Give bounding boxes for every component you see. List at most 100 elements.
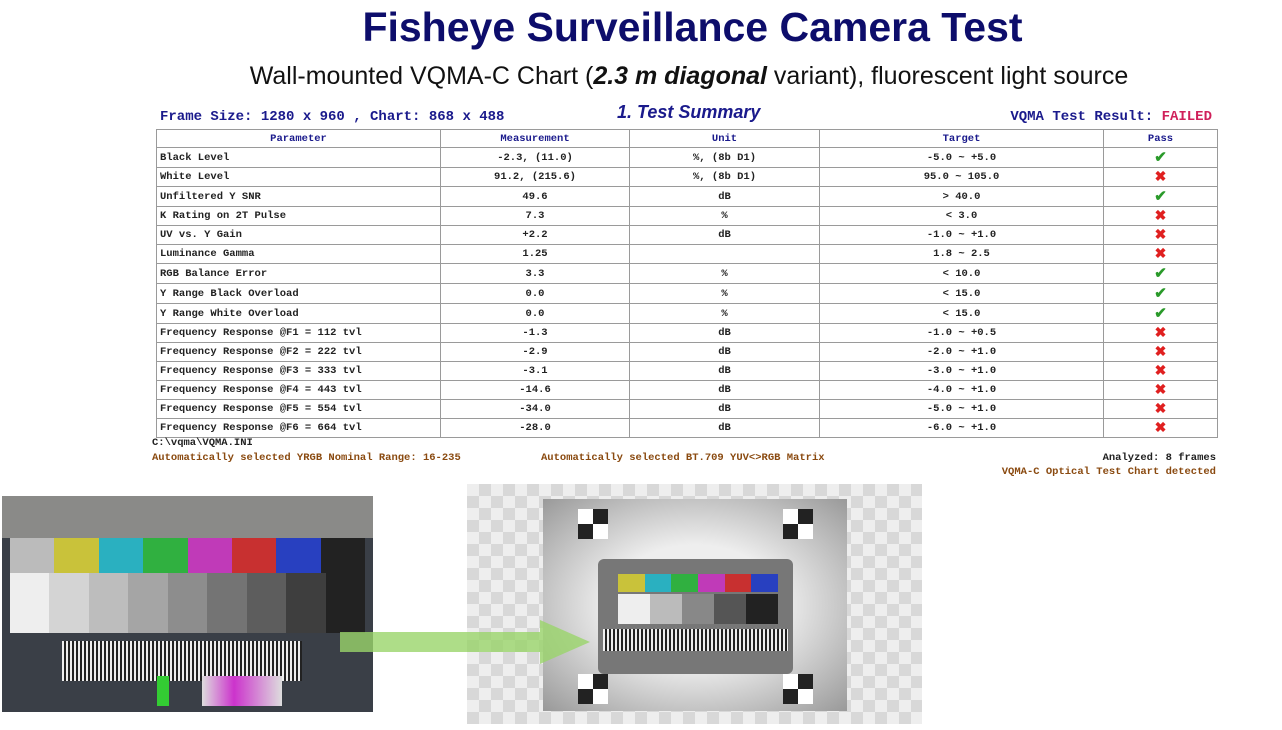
cell-unit: % xyxy=(629,283,820,304)
x-icon: ✖ xyxy=(1103,206,1218,226)
table-row: Frequency Response @F1 = 112 tvl -1.3 dB -1… xyxy=(156,323,1218,343)
header-pass: Pass xyxy=(1103,129,1218,148)
cell-unit: dB xyxy=(629,323,820,343)
cell-unit: % xyxy=(629,303,820,324)
cell-target: 95.0 ~ 105.0 xyxy=(819,167,1104,187)
cell-parameter: Frequency Response @F3 = 333 tvl xyxy=(156,361,441,381)
x-icon: ✖ xyxy=(1103,418,1218,438)
check-icon: ✔ xyxy=(1103,147,1218,168)
x-icon: ✖ xyxy=(1103,342,1218,362)
check-icon: ✔ xyxy=(1103,303,1218,324)
cell-target: < 10.0 xyxy=(819,263,1104,284)
cell-parameter: Luminance Gamma xyxy=(156,244,441,264)
arrow-right-icon xyxy=(340,620,590,664)
header-target: Target xyxy=(819,129,1104,148)
header-parameter: Parameter xyxy=(156,129,441,148)
cell-parameter: Unfiltered Y SNR xyxy=(156,186,441,207)
table-row: RGB Balance Error 3.3% < 10.0 ✔ xyxy=(156,263,1218,284)
table-row: Y Range Black Overload 0.0% < 15.0 ✔ xyxy=(156,283,1218,304)
cell-measurement: -34.0 xyxy=(440,399,630,419)
cell-measurement: 91.2, (215.6) xyxy=(440,167,630,187)
cell-target: < 3.0 xyxy=(819,206,1104,226)
cell-unit: dB xyxy=(629,380,820,400)
x-icon: ✖ xyxy=(1103,399,1218,419)
cell-parameter: Frequency Response @F4 = 443 tvl xyxy=(156,380,441,400)
fisheye-camera-capture xyxy=(543,499,847,711)
check-icon: ✔ xyxy=(1103,186,1218,207)
chart-detected: VQMA-C Optical Test Chart detected xyxy=(1001,466,1216,478)
cell-measurement: 1.25 xyxy=(440,244,630,264)
cell-target: -1.0 ~ +1.0 xyxy=(819,225,1104,245)
cell-unit: % xyxy=(629,263,820,284)
result-value: FAILED xyxy=(1161,109,1212,125)
check-icon: ✔ xyxy=(1103,263,1218,284)
cell-parameter: Y Range Black Overload xyxy=(156,283,441,304)
cell-unit: dB xyxy=(629,342,820,362)
table-row: K Rating on 2T Pulse 7.3% < 3.0 ✖ xyxy=(156,206,1218,226)
section-title: 1. Test Summary xyxy=(617,102,761,122)
x-icon: ✖ xyxy=(1103,244,1218,264)
cell-target: -3.0 ~ +1.0 xyxy=(819,361,1104,381)
header-unit: Unit xyxy=(629,129,820,148)
cell-unit: dB xyxy=(629,186,820,207)
cell-unit: dB xyxy=(629,399,820,419)
cell-unit: dB xyxy=(629,418,820,438)
cell-measurement: +2.2 xyxy=(440,225,630,245)
x-icon: ✖ xyxy=(1103,380,1218,400)
cell-parameter: Y Range White Overload xyxy=(156,303,441,324)
cell-measurement: -28.0 xyxy=(440,418,630,438)
cell-target: -1.0 ~ +0.5 xyxy=(819,323,1104,343)
subtitle-text: Wall-mounted VQMA-C Chart ( xyxy=(249,62,594,90)
cell-parameter: Frequency Response @F5 = 554 tvl xyxy=(156,399,441,419)
cell-measurement: 3.3 xyxy=(440,263,630,284)
cell-parameter: Black Level xyxy=(156,147,441,168)
cell-parameter: Frequency Response @F2 = 222 tvl xyxy=(156,342,441,362)
table-header: Parameter Measurement Unit Target Pass xyxy=(156,129,1218,148)
cell-parameter: White Level xyxy=(156,167,441,187)
cell-unit: dB xyxy=(629,225,820,245)
x-icon: ✖ xyxy=(1103,361,1218,381)
cell-parameter: K Rating on 2T Pulse xyxy=(156,206,441,226)
table-row: Frequency Response @F4 = 443 tvl -14.6 dB -… xyxy=(156,380,1218,400)
cell-parameter: UV vs. Y Gain xyxy=(156,225,441,245)
range-note: Automatically selected YRGB Nominal Rang… xyxy=(152,452,461,464)
cell-measurement: 7.3 xyxy=(440,206,630,226)
cell-target: -6.0 ~ +1.0 xyxy=(819,418,1104,438)
cell-target: < 15.0 xyxy=(819,303,1104,324)
matrix-note: Automatically selected BT.709 YUV<>RGB M… xyxy=(541,452,825,464)
table-row: Frequency Response @F3 = 333 tvl -3.1 dB -3… xyxy=(156,361,1218,381)
cell-parameter: Frequency Response @F6 = 664 tvl xyxy=(156,418,441,438)
cell-measurement: 0.0 xyxy=(440,303,630,324)
test-chart-photo xyxy=(2,496,373,712)
cell-target: -2.0 ~ +1.0 xyxy=(819,342,1104,362)
table-row: Frequency Response @F2 = 222 tvl -2.9 dB -2… xyxy=(156,342,1218,362)
cell-unit: %, (8b D1) xyxy=(629,167,820,187)
cell-target: < 15.0 xyxy=(819,283,1104,304)
table-row: Unfiltered Y SNR 49.6 dB > 40.0 ✔ xyxy=(156,186,1218,207)
test-summary-table: Parameter Measurement Unit Target Pass B… xyxy=(156,129,1218,438)
table-row: Frequency Response @F6 = 664 tvl -28.0 dB -… xyxy=(156,418,1218,438)
cell-target: > 40.0 xyxy=(819,186,1104,207)
table-row: Luminance Gamma 1.25 1.8 ~ 2.5 ✖ xyxy=(156,244,1218,264)
ini-path: C:\vqma\VQMA.INI xyxy=(152,437,253,449)
cell-unit: dB xyxy=(629,361,820,381)
slide-subtitle: Wall-mounted VQMA-C Chart (2.3 m diagona… xyxy=(0,62,1282,91)
cell-parameter: RGB Balance Error xyxy=(156,263,441,284)
check-icon: ✔ xyxy=(1103,283,1218,304)
cell-parameter: Frequency Response @F1 = 112 tvl xyxy=(156,323,441,343)
cell-measurement: -2.3, (11.0) xyxy=(440,147,630,168)
cell-measurement: 49.6 xyxy=(440,186,630,207)
header-measurement: Measurement xyxy=(440,129,630,148)
cell-target: -5.0 ~ +5.0 xyxy=(819,147,1104,168)
subtitle-text-end: variant), fluorescent light source xyxy=(766,62,1129,90)
table-row: White Level 91.2, (215.6)%, (8b D1) 95.0 ~… xyxy=(156,167,1218,187)
x-icon: ✖ xyxy=(1103,225,1218,245)
cell-measurement: 0.0 xyxy=(440,283,630,304)
cell-measurement: -1.3 xyxy=(440,323,630,343)
cell-measurement: -3.1 xyxy=(440,361,630,381)
x-icon: ✖ xyxy=(1103,323,1218,343)
table-row: Black Level -2.3, (11.0)%, (8b D1) -5.0 ~ … xyxy=(156,147,1218,168)
cell-target: 1.8 ~ 2.5 xyxy=(819,244,1104,264)
cell-measurement: -14.6 xyxy=(440,380,630,400)
slide-title: Fisheye Surveillance Camera Test xyxy=(362,4,1023,50)
